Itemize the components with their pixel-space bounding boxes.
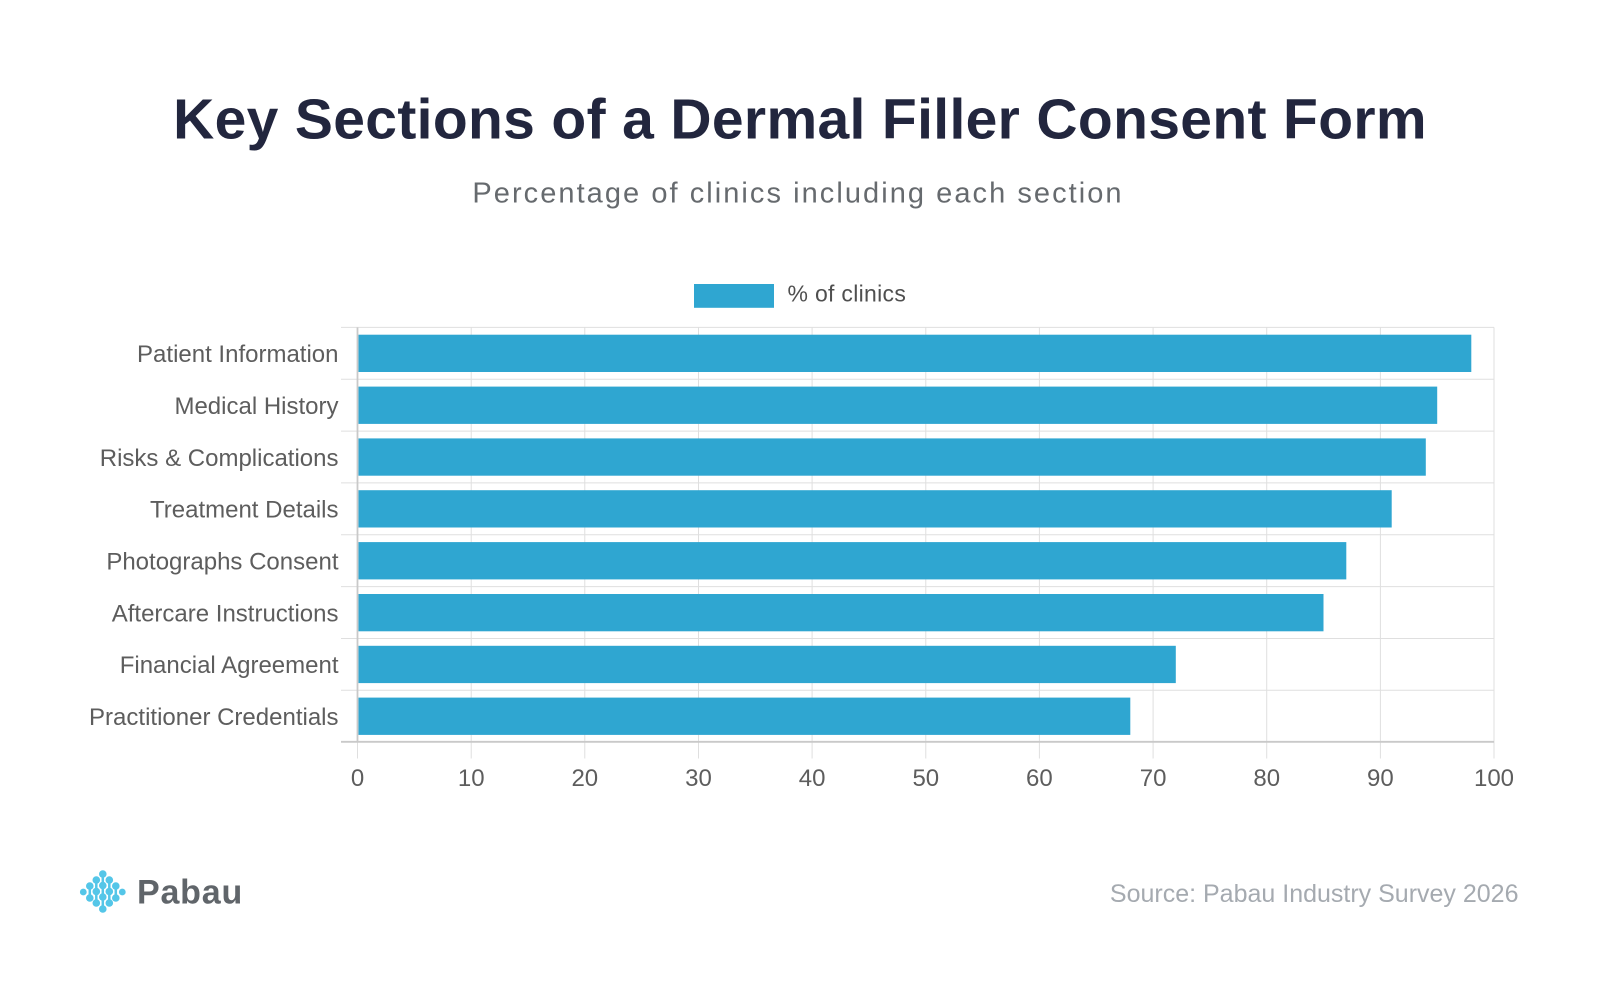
svg-text:20: 20 (571, 765, 598, 792)
svg-text:Aftercare Instructions: Aftercare Instructions (112, 600, 339, 627)
svg-text:10: 10 (458, 765, 485, 792)
svg-text:30: 30 (685, 765, 712, 792)
svg-text:Pabau: Pabau (137, 874, 243, 912)
svg-text:80: 80 (1253, 765, 1280, 792)
svg-text:0: 0 (351, 765, 364, 792)
svg-text:Medical History: Medical History (174, 393, 338, 420)
svg-text:% of clinics: % of clinics (788, 281, 907, 307)
svg-text:Key Sections of a Dermal Fille: Key Sections of a Dermal Filler Consent … (173, 87, 1427, 151)
svg-text:Patient Information: Patient Information (137, 341, 338, 368)
svg-text:50: 50 (912, 765, 939, 792)
svg-text:Practitioner Credentials: Practitioner Credentials (89, 704, 338, 731)
svg-text:60: 60 (1026, 765, 1053, 792)
svg-text:Financial Agreement: Financial Agreement (120, 652, 339, 679)
svg-text:Photographs Consent: Photographs Consent (106, 549, 338, 576)
svg-text:Percentage of clinics includin: Percentage of clinics including each sec… (472, 177, 1123, 209)
svg-text:100: 100 (1474, 765, 1514, 792)
svg-text:Risks & Complications: Risks & Complications (100, 445, 339, 472)
svg-text:Source: Pabau Industry Survey: Source: Pabau Industry Survey 2026 (1110, 880, 1519, 908)
svg-text:40: 40 (799, 765, 826, 792)
svg-text:90: 90 (1367, 765, 1394, 792)
svg-text:Treatment Details: Treatment Details (150, 497, 339, 524)
svg-text:70: 70 (1140, 765, 1167, 792)
